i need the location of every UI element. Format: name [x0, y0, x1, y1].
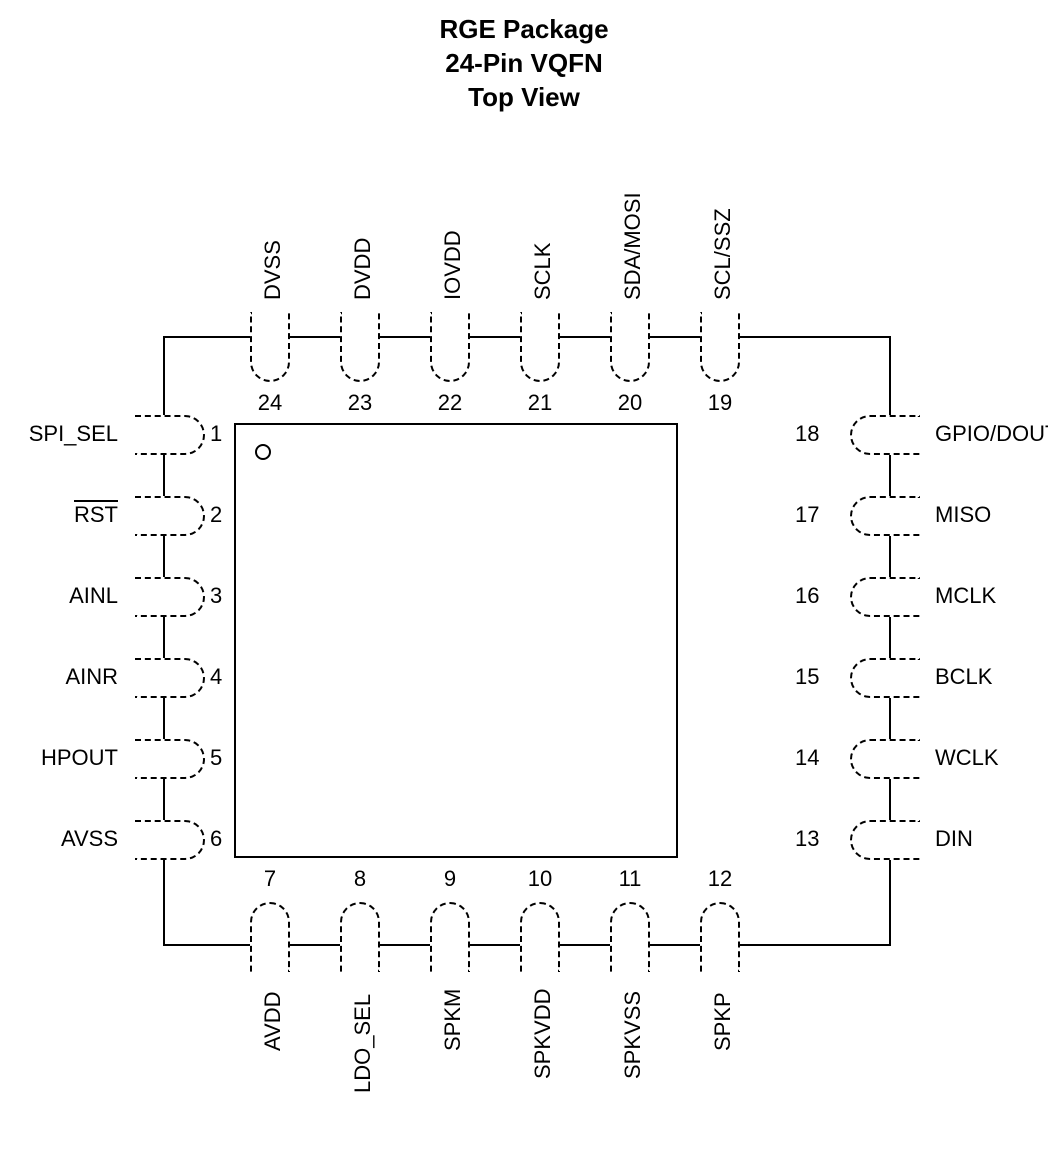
pin-label-12: SPKP	[710, 992, 736, 1051]
pin-number-10: 10	[520, 866, 560, 892]
pin-number-16: 16	[795, 583, 819, 609]
title-line-0: RGE Package	[0, 14, 1048, 45]
pin-number-15: 15	[795, 664, 819, 690]
pin-pad-5	[135, 739, 205, 779]
pin-label-23: DVDD	[350, 238, 376, 300]
pin-number-6: 6	[210, 826, 222, 852]
pin-label-19: SCL/SSZ	[710, 208, 736, 300]
pin-number-8: 8	[340, 866, 380, 892]
pin-label-15: BCLK	[935, 664, 992, 690]
pin-number-20: 20	[610, 390, 650, 416]
pin-pad-24	[250, 312, 290, 382]
pin-number-12: 12	[700, 866, 740, 892]
title-line-1: 24-Pin VQFN	[0, 48, 1048, 79]
pin-number-24: 24	[250, 390, 290, 416]
pin-number-5: 5	[210, 745, 222, 771]
pin-number-13: 13	[795, 826, 819, 852]
pin-number-7: 7	[250, 866, 290, 892]
pin-pad-19	[700, 312, 740, 382]
pin-label-10: SPKVDD	[530, 989, 556, 1079]
pin-label-4: AINR	[65, 664, 118, 690]
pin-pad-8	[340, 902, 380, 972]
pin-label-3: AINL	[69, 583, 118, 609]
pin-number-11: 11	[610, 866, 650, 892]
pin-pad-15	[850, 658, 920, 698]
pin1-dot	[255, 444, 271, 460]
pin-number-3: 3	[210, 583, 222, 609]
pin-pad-20	[610, 312, 650, 382]
pin-number-1: 1	[210, 421, 222, 447]
pin-pad-10	[520, 902, 560, 972]
pin-number-22: 22	[430, 390, 470, 416]
pin-label-13: DIN	[935, 826, 973, 852]
pin-label-22: IOVDD	[440, 230, 466, 300]
pin-number-4: 4	[210, 664, 222, 690]
pin-label-1: SPI_SEL	[29, 421, 118, 447]
pin-label-24: DVSS	[260, 240, 286, 300]
pin-pad-12	[700, 902, 740, 972]
pin-label-2: RST	[74, 502, 118, 528]
pin-number-19: 19	[700, 390, 740, 416]
pin-label-9: SPKM	[440, 989, 466, 1051]
pin-pad-17	[850, 496, 920, 536]
pin-number-9: 9	[430, 866, 470, 892]
pin-pad-6	[135, 820, 205, 860]
pinout-canvas: RGE Package24-Pin VQFNTop View 1 SPI_SEL 2 R…	[0, 0, 1048, 1170]
pin-pad-2	[135, 496, 205, 536]
pin-pad-23	[340, 312, 380, 382]
pin-label-18: GPIO/DOUT	[935, 421, 1048, 447]
pin-label-16: MCLK	[935, 583, 996, 609]
pin-number-2: 2	[210, 502, 222, 528]
pin-pad-4	[135, 658, 205, 698]
pin-label-7: AVDD	[260, 992, 286, 1052]
pin-pad-1	[135, 415, 205, 455]
pin-label-17: MISO	[935, 502, 991, 528]
title-line-2: Top View	[0, 82, 1048, 113]
pin-number-21: 21	[520, 390, 560, 416]
pin-number-14: 14	[795, 745, 819, 771]
pin-pad-22	[430, 312, 470, 382]
pin-label-5: HPOUT	[41, 745, 118, 771]
pin-number-23: 23	[340, 390, 380, 416]
pin-pad-18	[850, 415, 920, 455]
pin-number-18: 18	[795, 421, 819, 447]
pin-label-6: AVSS	[61, 826, 118, 852]
pin-label-11: SPKVSS	[620, 991, 646, 1079]
thermal-pad	[234, 423, 678, 858]
pin-pad-9	[430, 902, 470, 972]
pin-number-17: 17	[795, 502, 819, 528]
pin-pad-13	[850, 820, 920, 860]
pin-pad-7	[250, 902, 290, 972]
pin-label-8: LDO_SEL	[350, 994, 376, 1093]
pin-pad-3	[135, 577, 205, 617]
pin-label-20: SDA/MOSI	[620, 192, 646, 300]
pin-pad-11	[610, 902, 650, 972]
pin-label-14: WCLK	[935, 745, 999, 771]
pin-label-21: SCLK	[530, 243, 556, 300]
pin-pad-14	[850, 739, 920, 779]
pin-pad-16	[850, 577, 920, 617]
pin-pad-21	[520, 312, 560, 382]
